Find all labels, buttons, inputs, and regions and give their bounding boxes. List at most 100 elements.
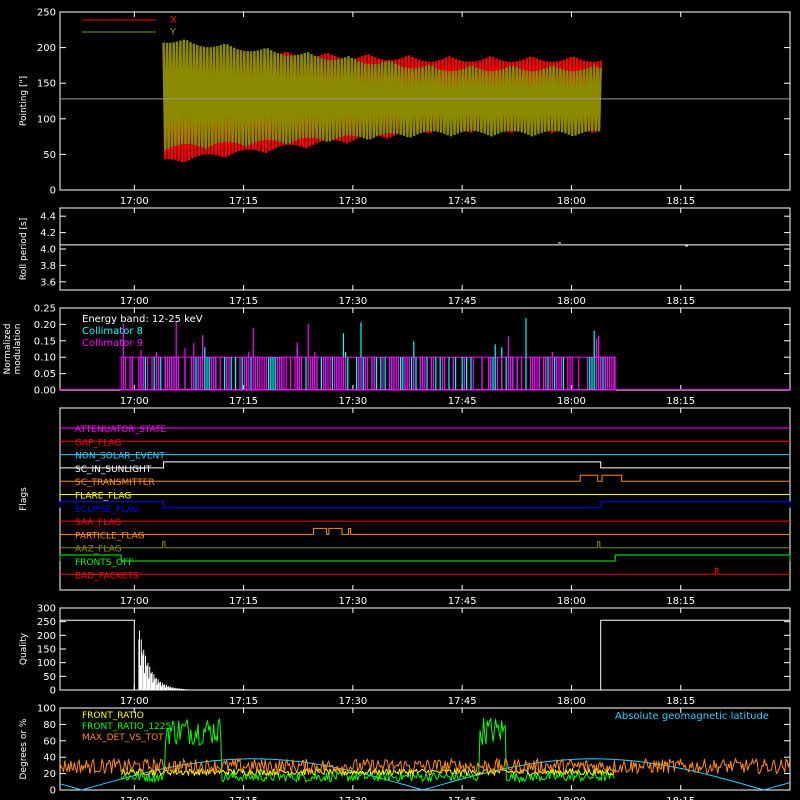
quality-y-tick-label: 0 (50, 686, 56, 697)
flag-eclipse-flag: ECLIPSE_FLAG (59, 501, 791, 515)
roll-x-tick-label: 17:15 (229, 296, 258, 307)
roll-x-tick-label: 17:00 (120, 296, 149, 307)
modulation-x-tick-label: 17:45 (448, 396, 477, 407)
flag-label: BAD_PACKETS (75, 571, 139, 581)
pointing-y-label: Pointing ["] (19, 76, 29, 126)
flag-label: PARTICLE_FLAG (75, 531, 145, 541)
quality-y-tick-label: 100 (37, 658, 56, 669)
pointing-x-tick-label: 17:30 (338, 196, 367, 207)
quality-x-tick-label: 17:45 (448, 696, 477, 707)
ratios-series-max-det-vs-tot (59, 757, 791, 776)
ratios-y-tick-label: 0 (50, 786, 56, 797)
modulation-legend-label: Collimator 9 (82, 338, 143, 349)
flags-frame (59, 407, 791, 591)
flags-x-tick-label: 18:15 (666, 596, 695, 607)
pointing-x-tick-label: 17:00 (120, 196, 149, 207)
quality-x-tick-label: 18:15 (666, 696, 695, 707)
flags-x-tick-label: 17:15 (229, 596, 258, 607)
pointing-x-tick-label: 17:45 (448, 196, 477, 207)
ratios-y-label: Degrees or % (19, 718, 29, 779)
ratios-x-tick-label: 17:15 (229, 796, 258, 800)
ratios-legend-label: FRONT_RATIO (82, 711, 144, 721)
pointing-panel: 17:00 17:15 17:30 17:45 18:00 18:15 0 50 100 150 2… (19, 8, 791, 207)
flag-sc-in-sunlight: SC_IN_SUNLIGHT (60, 461, 790, 475)
modulation-legend-label: Collimator 8 (82, 326, 143, 337)
ratios-annotation: Absolute geomagnetic latitude (615, 711, 769, 722)
roll-y-label: Roll period [s] (19, 218, 29, 280)
flags-x-tick-label: 17:45 (448, 596, 477, 607)
flag-line (60, 567, 790, 575)
quality-x-tick-label: 17:00 (120, 696, 149, 707)
flag-attenuator-state: ATTENUATOR_STATE (60, 425, 790, 435)
modulation-x-tick-label: 17:15 (229, 396, 258, 407)
flag-non-solar-event: NON_SOLAR_EVENT (60, 452, 790, 462)
modulation-y-tick-label: 0.05 (34, 369, 56, 380)
flag-line (60, 474, 790, 482)
ratios-y-tick-label: 100 (37, 704, 56, 715)
quality-segment (60, 619, 135, 690)
pointing-frame (59, 11, 791, 191)
quality-segment (600, 619, 790, 690)
roll-x-tick-label: 18:00 (557, 296, 586, 307)
modulation-x-tick-label: 17:30 (338, 396, 367, 407)
quality-y-tick-label: 300 (37, 604, 56, 615)
modulation-y-tick-label: 0.20 (34, 320, 56, 331)
quality-y-label: Quality (19, 632, 29, 665)
pointing-y-tick-label: 250 (37, 8, 56, 19)
flag-gap-flag: GAP_FLAG (60, 438, 790, 448)
roll-y-tick-label: 4.4 (40, 212, 56, 223)
modulation-x-tick-label: 18:15 (666, 396, 695, 407)
flag-label: NON_SOLAR_EVENT (75, 452, 165, 462)
ratios-y-tick-label: 80 (43, 720, 56, 731)
modulation-series-collimator-8 (122, 318, 615, 390)
ratios-frame (59, 707, 791, 791)
ratios-x-tick-label: 18:00 (557, 796, 586, 800)
flag-label: ATTENUATOR_STATE (75, 425, 167, 435)
flags-panel: 17:00 17:15 17:30 17:45 18:00 18:15 Flags ATTEN… (19, 407, 791, 607)
modulation-y-tick-label: 0.10 (34, 353, 56, 364)
modulation-series-collimator-9 (122, 321, 615, 390)
flag-label: FLARE_FLAG (75, 492, 131, 502)
roll-x-tick-label: 17:45 (448, 296, 477, 307)
flag-saa-flag: SAA_FLAG (60, 518, 790, 528)
quality-x-tick-label: 17:15 (229, 696, 258, 707)
ratios-x-tick-label: 17:45 (448, 796, 477, 800)
modulation-y-tick-label: 0.15 (34, 336, 56, 347)
flag-label: GAP_FLAG (75, 438, 121, 448)
modulation-x-tick-label: 17:00 (120, 396, 149, 407)
ratios-legend-label: FRONT_RATIO_1225 (82, 722, 171, 732)
quality-x-tick-label: 18:00 (557, 696, 586, 707)
roll-x-tick-label: 18:15 (666, 296, 695, 307)
pointing-y-tick-label: 200 (37, 43, 56, 54)
roll-y-tick-label: 3.6 (40, 277, 56, 288)
modulation-x-tick-label: 18:00 (557, 396, 586, 407)
flag-fronts-off: FRONTS_OFF (59, 554, 791, 568)
quality-y-tick-label: 200 (37, 631, 56, 642)
pointing-y-tick-label: 150 (37, 79, 56, 90)
flag-line (59, 554, 791, 562)
modulation-y-tick-label: 0.25 (34, 304, 56, 315)
flags-x-tick-label: 17:00 (120, 596, 149, 607)
roll-y-tick-label: 4.2 (40, 228, 56, 239)
roll-panel: 17:00 17:15 17:30 17:45 18:00 18:15 3.6 3.8 4.0 4… (19, 207, 791, 307)
quality-y-tick-label: 50 (43, 672, 56, 683)
pointing-x-tick-label: 18:00 (557, 196, 586, 207)
flag-line (60, 461, 790, 469)
flag-line (60, 541, 790, 549)
modulation-y-label: modulation (13, 324, 23, 375)
modulation-y-tick-label: 0.00 (34, 386, 56, 397)
flags-x-tick-label: 18:00 (557, 596, 586, 607)
pointing-y-tick-label: 50 (43, 150, 56, 161)
pointing-legend-label: Y (169, 27, 177, 38)
roll-y-tick-label: 3.8 (40, 261, 56, 272)
pointing-y-tick-label: 100 (37, 114, 56, 125)
ratios-x-tick-label: 18:15 (666, 796, 695, 800)
ratios-geomag-latitude (59, 758, 791, 791)
flag-sc-transmitter: SC_TRANSMITTER (60, 474, 790, 488)
flag-aaz-flag: AAZ_FLAG (60, 541, 790, 555)
flags-x-tick-label: 17:30 (338, 596, 367, 607)
flag-label: SC_TRANSMITTER (75, 478, 155, 488)
flag-bad-packets: BAD_PACKETS (60, 567, 790, 581)
ratios-series-front-ratio (120, 766, 615, 777)
